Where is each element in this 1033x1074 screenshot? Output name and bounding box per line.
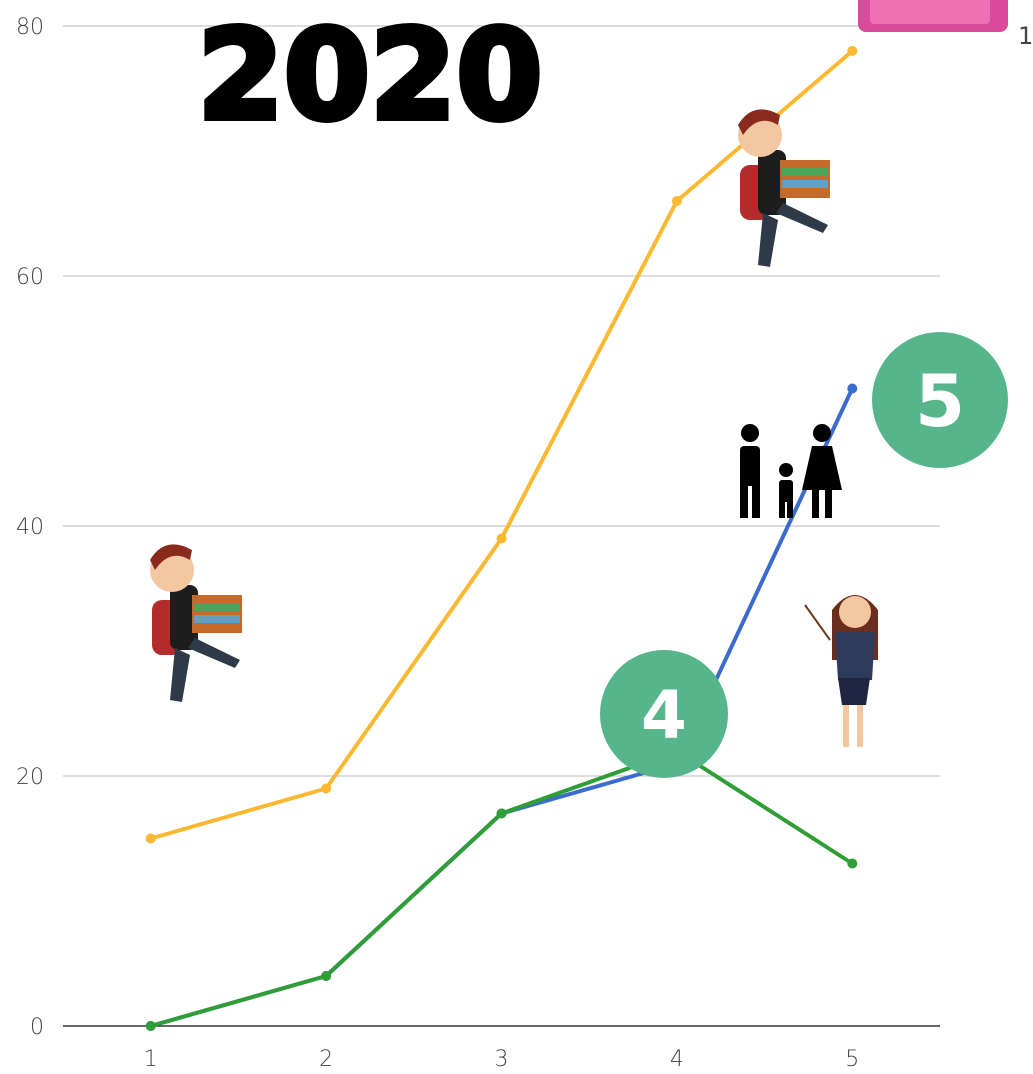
decorations: [150, 0, 1008, 747]
boy-left: [150, 544, 242, 702]
point: [847, 46, 858, 56]
y-tick-label: 20: [16, 765, 44, 790]
grid: 0 20 40 60 80 1 2 3 4 5: [16, 15, 940, 1072]
suitcase-panel: [870, 0, 990, 24]
chart-title: 2020: [197, 4, 542, 148]
badge-5: [872, 332, 1008, 468]
badge-4: [600, 650, 728, 778]
point: [496, 808, 507, 819]
x-tick-label: 5: [845, 1047, 859, 1072]
y-tick-label: 80: [16, 15, 44, 40]
badge-label: 5: [915, 359, 965, 443]
point: [847, 383, 858, 394]
point: [847, 858, 858, 869]
point: [321, 971, 332, 981]
corner-label: 1: [1018, 22, 1033, 50]
x-tick-label: 1: [144, 1047, 158, 1072]
badge-label: 4: [641, 677, 687, 754]
y-tick-label: 0: [30, 1015, 44, 1040]
point: [671, 196, 682, 206]
boy-right: [738, 109, 830, 267]
point: [496, 533, 507, 544]
x-tick-label: 2: [319, 1047, 333, 1072]
family-icon: [740, 424, 842, 518]
y-tick-label: 60: [16, 265, 44, 290]
teacher: [804, 595, 878, 747]
lines: [145, 46, 858, 1031]
point: [145, 833, 156, 844]
point: [321, 783, 332, 794]
point: [145, 1021, 156, 1031]
x-tick-label: 4: [670, 1047, 684, 1072]
x-tick-label: 3: [495, 1047, 509, 1072]
series-line: [150, 749, 854, 1028]
y-tick-label: 40: [16, 515, 44, 540]
